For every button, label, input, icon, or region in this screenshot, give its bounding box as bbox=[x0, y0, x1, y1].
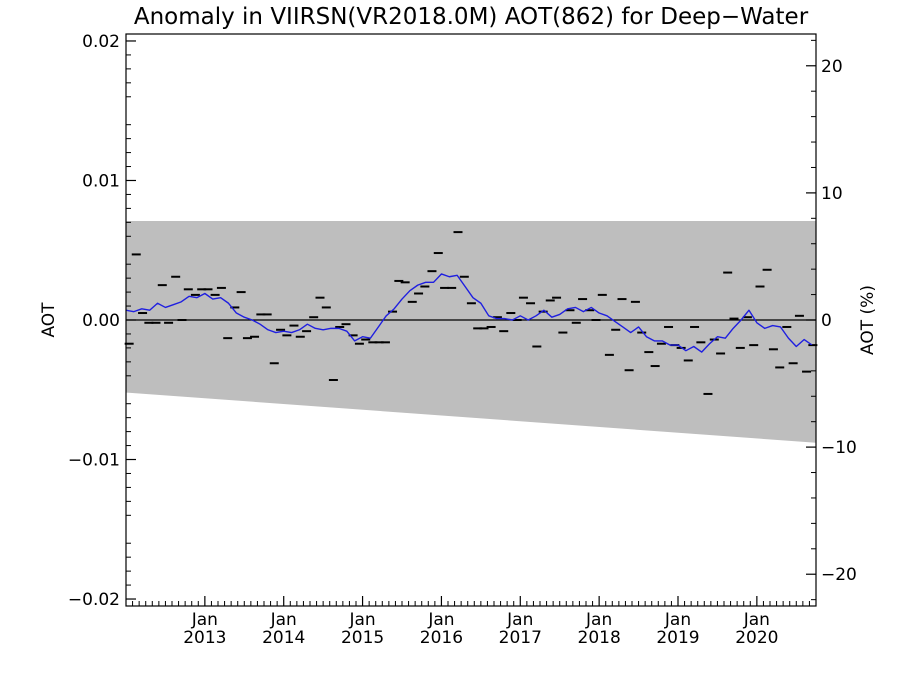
y-right-tick-label: −10 bbox=[821, 438, 857, 458]
running-mean-layer bbox=[125, 273, 813, 353]
x-tick-month-label: Jan bbox=[664, 610, 691, 630]
x-tick-month-label: Jan bbox=[585, 610, 612, 630]
x-tick-month-label: Jan bbox=[191, 610, 218, 630]
y-tick-label: −0.02 bbox=[68, 590, 120, 610]
x-tick-year-label: 2013 bbox=[183, 628, 226, 648]
y-tick-label: 0.02 bbox=[82, 32, 120, 52]
x-tick-month-label: Jan bbox=[270, 610, 297, 630]
x-tick-year-label: 2020 bbox=[735, 628, 778, 648]
x-tick-year-label: 2015 bbox=[341, 628, 384, 648]
x-tick-month-label: Jan bbox=[743, 610, 770, 630]
x-ticks: Jan2013Jan2014Jan2015Jan2016Jan2017Jan20… bbox=[132, 596, 810, 648]
chart-title: Anomaly in VIIRSN(VR2018.0M) AOT(862) fo… bbox=[134, 4, 809, 30]
y-right-tick-label: 10 bbox=[821, 184, 843, 204]
running-mean-line bbox=[125, 273, 813, 353]
y-tick-label: 0.00 bbox=[82, 311, 120, 331]
y-axis-label-right: AOT (%) bbox=[858, 285, 878, 355]
x-tick-year-label: 2017 bbox=[499, 628, 542, 648]
x-tick-month-label: Jan bbox=[427, 610, 454, 630]
y-tick-label: −0.01 bbox=[68, 451, 120, 471]
uncertainty-band bbox=[126, 220, 816, 443]
y-right-tick-label: −20 bbox=[821, 565, 857, 585]
x-tick-year-label: 2018 bbox=[578, 628, 621, 648]
uncertainty-band-layer bbox=[126, 220, 816, 443]
y-right-ticks: 20 10 0 −10 −20 bbox=[806, 39, 857, 601]
x-tick-month-label: Jan bbox=[506, 610, 533, 630]
y-right-tick-label: 20 bbox=[821, 57, 843, 77]
x-tick-month-label: Jan bbox=[348, 610, 375, 630]
y-left-ticks: 0.02 0.01 0.00 −0.01 −0.02 bbox=[68, 32, 136, 610]
y-tick-label: 0.01 bbox=[82, 171, 120, 191]
x-tick-year-label: 2016 bbox=[420, 628, 463, 648]
x-tick-year-label: 2014 bbox=[262, 628, 305, 648]
y-axis-label-left: AOT bbox=[39, 302, 59, 338]
y-right-tick-label: 0 bbox=[821, 311, 832, 331]
x-tick-year-label: 2019 bbox=[656, 628, 699, 648]
monthly-markers-layer bbox=[124, 231, 818, 395]
